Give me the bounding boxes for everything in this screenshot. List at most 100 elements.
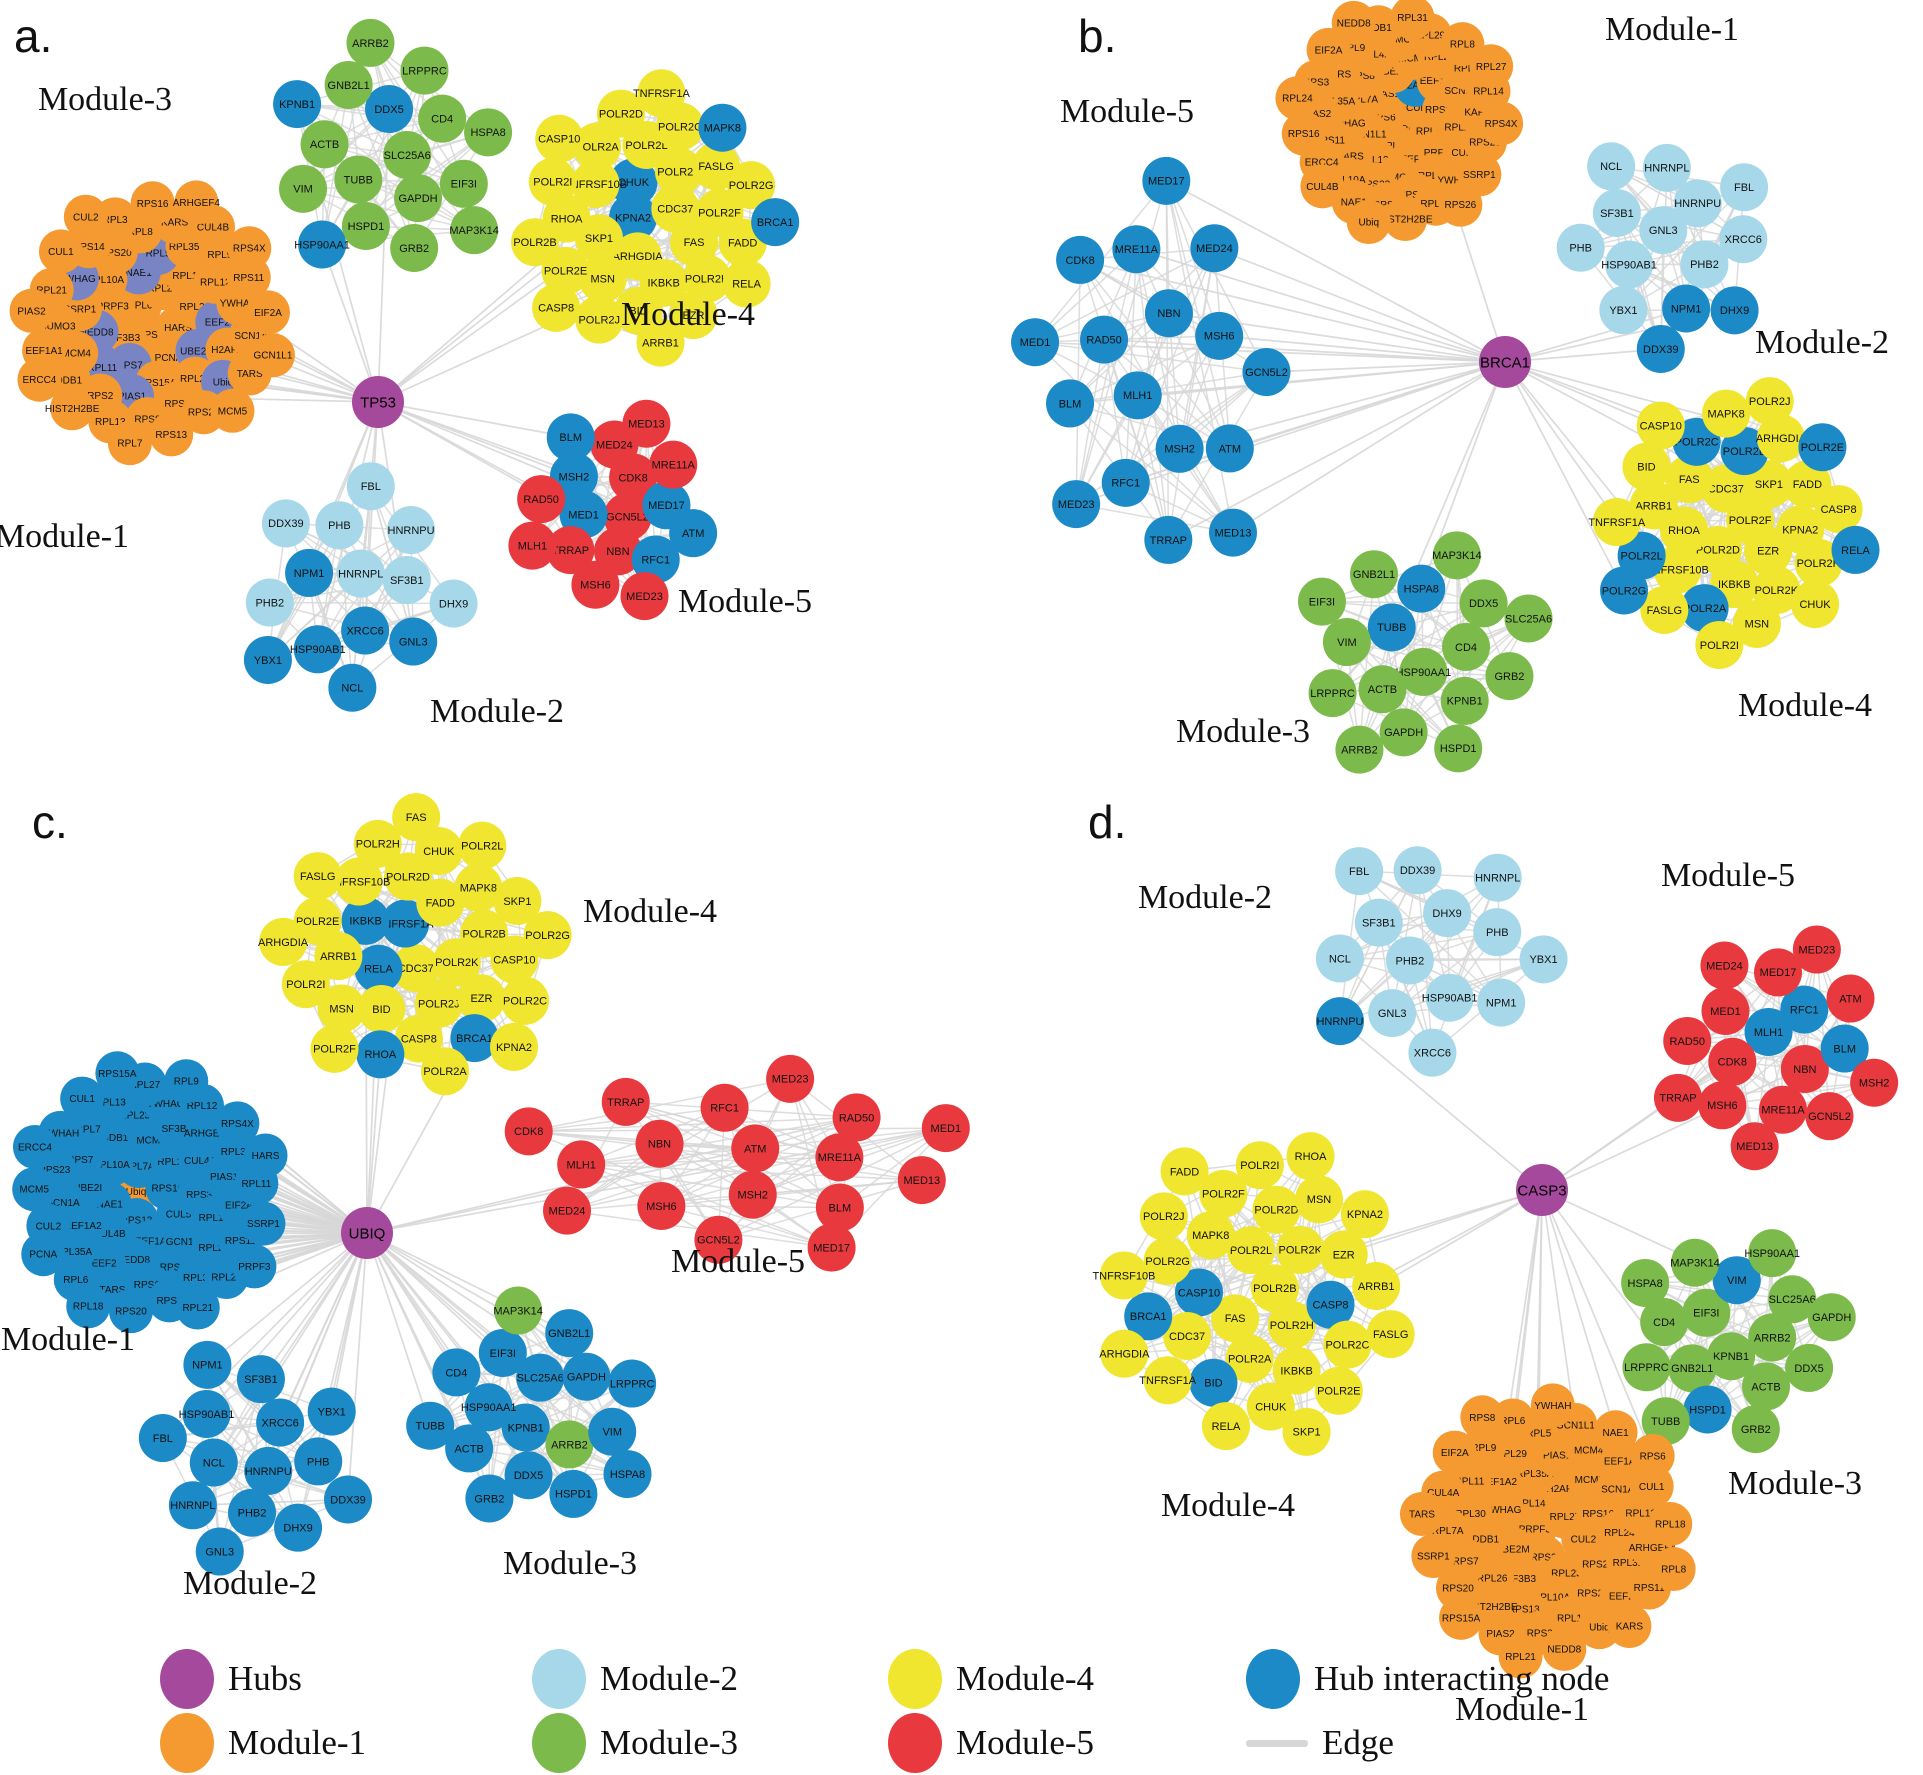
node-ATM[interactable]: ATM [1205,424,1254,473]
node-HNRNPU[interactable]: HNRNPU [244,1446,293,1495]
node-KPNA2[interactable]: KPNA2 [1340,1190,1389,1239]
node-RPS4X[interactable]: RPS4X [1479,101,1524,146]
node-XRCC6[interactable]: XRCC6 [256,1398,305,1447]
hub-node-brca1[interactable]: BRCA1 [1479,336,1531,388]
node-YBX1[interactable]: YBX1 [307,1387,356,1436]
node-NCL[interactable]: NCL [1315,934,1364,983]
node-ARRB2[interactable]: ARRB2 [346,18,395,67]
node-KPNB1[interactable]: KPNB1 [1440,676,1489,725]
node-HNRNPU[interactable]: HNRNPU [1315,997,1364,1046]
node-SF3B1[interactable]: SF3B1 [236,1355,285,1404]
node-MSH2[interactable]: MSH2 [1155,424,1204,473]
node-HSPD1[interactable]: HSPD1 [549,1469,598,1518]
node-CHUK[interactable]: CHUK [1791,580,1840,629]
node-PHB[interactable]: PHB [315,501,364,550]
node-POLR2D[interactable]: POLR2D [1252,1185,1301,1234]
node-ERCC4[interactable]: ERCC4 [17,357,62,402]
node-RHOA[interactable]: RHOA [1286,1132,1335,1181]
node-RPS16[interactable]: RPS16 [130,181,175,226]
node-MED24[interactable]: MED24 [1700,941,1749,990]
node-POLR2B[interactable]: POLR2B [511,218,560,267]
node-POLR2E[interactable]: POLR2E [1798,423,1847,472]
node-GNL3[interactable]: GNL3 [1368,989,1417,1038]
node-TUBB[interactable]: TUBB [1367,603,1416,652]
node-RPL8[interactable]: RPL8 [1651,1547,1696,1592]
node-POLR2J[interactable]: POLR2J [1139,1192,1188,1241]
node-YBX1[interactable]: YBX1 [1519,935,1568,984]
node-POLR2A[interactable]: POLR2A [421,1047,470,1096]
node-GCN1L1[interactable]: GCN1L1 [250,333,295,378]
node-MED13[interactable]: MED13 [622,399,671,448]
node-MED23[interactable]: MED23 [620,572,669,621]
node-MSH6[interactable]: MSH6 [637,1182,686,1231]
node-HNRNPL[interactable]: HNRNPL [1473,853,1522,902]
hub-node-casp3[interactable]: CASP3 [1516,1164,1568,1216]
node-RPL27[interactable]: RPL27 [1469,44,1514,89]
node-TUBB[interactable]: TUBB [406,1401,455,1450]
node-VIM[interactable]: VIM [1322,618,1371,667]
node-CD4[interactable]: CD4 [432,1348,481,1397]
node-HSPA8[interactable]: HSPA8 [1397,564,1446,613]
node-MAPK8[interactable]: MAPK8 [1702,389,1751,438]
node-POLR2J[interactable]: POLR2J [1745,377,1794,426]
node-HARS[interactable]: HARS [243,1133,288,1178]
node-MED1[interactable]: MED1 [921,1104,970,1153]
node-POLR2L[interactable]: POLR2L [458,821,507,870]
node-GAPDH[interactable]: GAPDH [1807,1293,1856,1342]
node-POLR2C[interactable]: POLR2C [1323,1320,1372,1369]
node-YBX1[interactable]: YBX1 [243,635,292,684]
node-HNRNPU[interactable]: HNRNPU [387,506,436,555]
node-EIF3I[interactable]: EIF3I [1297,577,1346,626]
node-XRCC6[interactable]: XRCC6 [1719,215,1768,264]
node-SSRP1[interactable]: SSRP1 [241,1201,286,1246]
node-KPNB1[interactable]: KPNB1 [273,80,322,129]
node-RAD50[interactable]: RAD50 [832,1093,881,1142]
node-NAE1[interactable]: NAE1 [1593,1410,1638,1455]
node-RPS6[interactable]: RPS6 [1630,1433,1675,1478]
node-HSPD1[interactable]: HSPD1 [1434,724,1483,773]
node-MRE11A[interactable]: MRE11A [1112,225,1161,274]
node-GRB2[interactable]: GRB2 [1485,652,1534,701]
node-GCN5L2[interactable]: GCN5L2 [1242,348,1291,397]
node-MSN[interactable]: MSN [1295,1175,1344,1224]
node-PHB[interactable]: PHB [1473,908,1522,957]
node-FBL[interactable]: FBL [138,1414,187,1463]
node-FAS[interactable]: FAS [392,793,441,842]
node-SF3B1[interactable]: SF3B1 [382,556,431,605]
node-GRB2[interactable]: GRB2 [465,1474,514,1523]
node-TNFRSF1A[interactable]: TNFRSF1A [1139,1356,1197,1405]
node-SKP1[interactable]: SKP1 [1282,1407,1331,1456]
node-SF3B1[interactable]: SF3B1 [1354,898,1403,947]
node-NCL[interactable]: NCL [1587,142,1636,191]
node-LRPPRC[interactable]: LRPPRC [400,46,449,95]
node-MED24[interactable]: MED24 [1190,224,1239,273]
node-MRE11A[interactable]: MRE11A [649,440,698,489]
node-LRPPRC[interactable]: LRPPRC [608,1359,657,1408]
node-CASP10[interactable]: CASP10 [535,114,584,163]
node-CDK8[interactable]: CDK8 [1056,235,1105,284]
node-FASLG[interactable]: FASLG [293,852,342,901]
node-CD4[interactable]: CD4 [1442,622,1491,671]
node-GAPDH[interactable]: GAPDH [1379,708,1428,757]
node-LRPPRC[interactable]: LRPPRC [1622,1343,1671,1392]
node-MED17[interactable]: MED17 [1142,156,1191,205]
node-GAPDH[interactable]: GAPDH [394,174,443,223]
node-DDX5[interactable]: DDX5 [1785,1343,1834,1392]
node-MSH6[interactable]: MSH6 [1698,1081,1747,1130]
node-POLR2I[interactable]: POLR2I [281,960,330,1009]
node-POLR2J[interactable]: POLR2J [575,295,624,344]
node-GNB2L1[interactable]: GNB2L1 [1668,1344,1717,1393]
node-RPS15A[interactable]: RPS15A [1439,1595,1484,1640]
node-BRCA1[interactable]: BRCA1 [751,198,800,247]
node-PHB2[interactable]: PHB2 [228,1488,277,1537]
node-RFC1[interactable]: RFC1 [700,1083,749,1132]
node-RPL18[interactable]: RPL18 [1648,1502,1693,1547]
node-XRCC6[interactable]: XRCC6 [341,606,390,655]
node-HSPD1[interactable]: HSPD1 [1683,1385,1732,1434]
node-NPM1[interactable]: NPM1 [1477,978,1526,1027]
node-TARS[interactable]: TARS [1399,1491,1444,1536]
node-FASLG[interactable]: FASLG [1366,1310,1415,1359]
node-RFC1[interactable]: RFC1 [1101,458,1150,507]
node-DHX9[interactable]: DHX9 [1423,889,1472,938]
node-TRRAP[interactable]: TRRAP [1144,515,1193,564]
